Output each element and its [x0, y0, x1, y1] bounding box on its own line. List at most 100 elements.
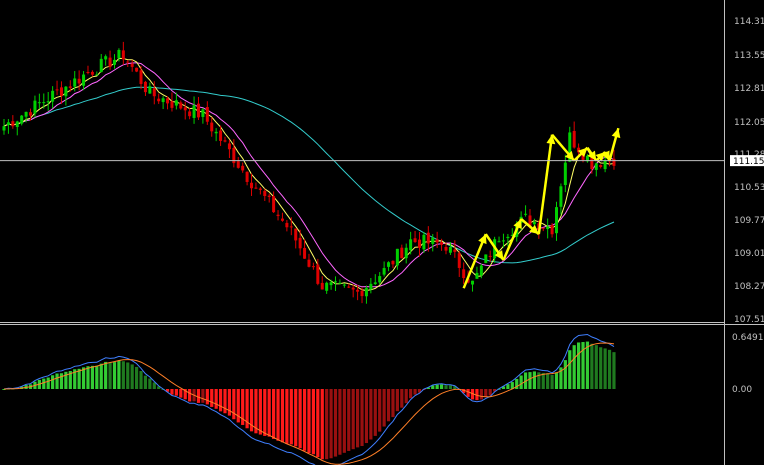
candle	[232, 139, 236, 168]
candle	[55, 80, 59, 96]
histogram-bar	[541, 372, 545, 389]
candle	[139, 65, 143, 90]
histogram-bar	[289, 389, 293, 445]
candle-body	[329, 282, 333, 286]
candle-body	[400, 247, 404, 259]
histogram-bar	[148, 378, 152, 389]
histogram-bar	[347, 389, 351, 451]
histogram-bar	[77, 368, 81, 389]
histogram-bar	[232, 389, 236, 420]
histogram-bar	[546, 373, 550, 389]
candle-body	[135, 67, 139, 72]
histogram-bar	[329, 389, 333, 459]
candle	[51, 86, 55, 109]
candle	[484, 254, 488, 264]
candle	[373, 274, 377, 286]
candle	[64, 85, 68, 106]
histogram-bar	[528, 372, 532, 389]
histogram-bar	[311, 389, 315, 455]
candle	[179, 100, 183, 110]
histogram-bar	[479, 389, 483, 400]
candle	[263, 188, 267, 201]
candle-body	[457, 253, 461, 268]
histogram-bar	[157, 386, 161, 389]
candle	[497, 236, 501, 243]
histogram-bar	[342, 389, 346, 453]
candle-body	[227, 143, 231, 150]
candle	[73, 71, 77, 92]
candle	[250, 173, 254, 196]
candle-body	[585, 155, 589, 162]
candle	[391, 260, 395, 269]
candle	[135, 67, 139, 73]
histogram-bar	[506, 384, 510, 389]
candle-body	[563, 162, 567, 186]
histogram-bar	[218, 389, 223, 412]
histogram-bar	[201, 389, 205, 403]
signal-line	[3, 342, 615, 465]
histogram-bar	[316, 389, 320, 458]
candle-body	[501, 240, 505, 242]
candle	[227, 139, 231, 159]
histogram-bar	[607, 349, 612, 389]
candle-body	[555, 207, 558, 234]
candle	[546, 218, 550, 239]
candle-body	[387, 262, 391, 267]
candle-body	[404, 247, 408, 259]
candle-body	[179, 102, 183, 109]
candle	[409, 231, 413, 255]
candle-body	[51, 90, 55, 102]
histogram-bar	[241, 389, 245, 425]
histogram-bar	[550, 374, 554, 389]
price-tick-label: 110.530	[734, 183, 764, 193]
candle	[241, 162, 245, 173]
candle-body	[86, 71, 90, 73]
candle	[417, 232, 421, 257]
histogram-bar	[51, 375, 55, 389]
candle-body	[599, 165, 603, 167]
candle-body	[174, 100, 178, 106]
histogram-bar	[431, 385, 435, 389]
histogram-bar	[484, 389, 488, 398]
candle-body	[373, 282, 377, 285]
candle-body	[263, 190, 267, 197]
histogram-bar	[462, 389, 466, 394]
candle	[577, 143, 581, 156]
candle-body	[316, 264, 320, 284]
candle	[121, 41, 125, 65]
histogram-bar	[179, 389, 183, 398]
candle	[594, 162, 598, 177]
candle	[382, 261, 386, 277]
histogram-bar	[214, 389, 218, 409]
histogram-bar	[470, 389, 475, 400]
candle-body	[2, 126, 6, 131]
candle-body	[95, 74, 99, 76]
candle	[311, 262, 315, 270]
candle-body	[130, 63, 134, 67]
candle-body	[506, 236, 510, 239]
candle	[320, 276, 324, 290]
histogram-bar	[188, 389, 192, 402]
candle	[351, 284, 355, 298]
candle-body	[113, 59, 116, 65]
candle	[298, 229, 302, 256]
histogram-bar	[183, 389, 187, 400]
candle	[174, 92, 178, 110]
oscillator-histogram	[2, 341, 616, 460]
histogram-bar	[612, 352, 616, 389]
candle-body	[453, 249, 457, 252]
zigzag-arrow	[537, 134, 556, 235]
candle-body	[99, 58, 103, 73]
histogram-bar	[285, 389, 289, 444]
price-tick-label: 112.810	[734, 84, 764, 94]
candle-body	[356, 289, 360, 292]
candle-body	[532, 221, 536, 225]
candle-body	[409, 239, 413, 251]
candle-body	[568, 132, 572, 162]
candle	[99, 53, 103, 73]
candle-body	[510, 234, 514, 236]
histogram-bar	[227, 389, 232, 416]
candle	[280, 212, 284, 222]
zigzag-arrowhead	[601, 150, 610, 161]
candle	[413, 230, 417, 243]
